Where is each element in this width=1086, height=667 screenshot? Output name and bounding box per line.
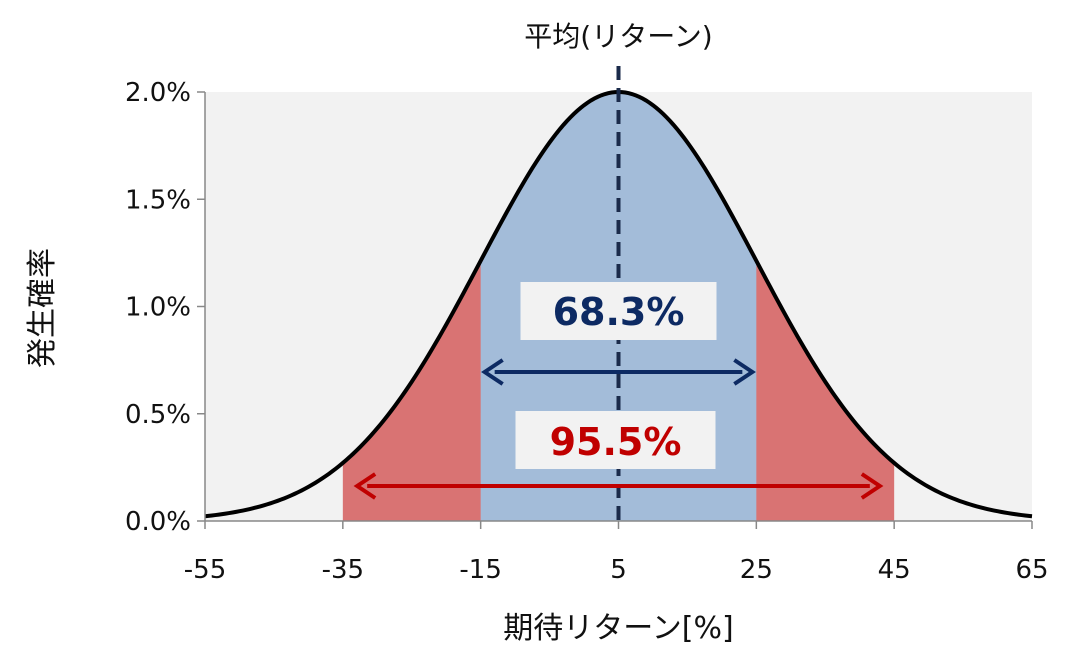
band-68-label: 68.3% — [553, 290, 685, 334]
x-tick-label: 65 — [1015, 555, 1048, 585]
x-tick-group: -55 -35 -15 5 25 45 65 — [184, 521, 1049, 585]
x-tick-label: -55 — [184, 555, 226, 585]
y-tick-label: 0.5% — [125, 400, 191, 430]
band-95-arrow — [353, 472, 884, 500]
band-68-arrow — [481, 358, 756, 386]
y-tick-label: 0.0% — [125, 507, 191, 537]
x-axis-label: 期待リターン[%] — [503, 611, 733, 646]
y-axis-label: 発生確率 — [25, 248, 60, 368]
chart-title: 平均(リターン) — [524, 20, 712, 53]
x-tick-label: 5 — [610, 555, 627, 585]
arrow-head-left — [481, 358, 504, 386]
band-68-label-box — [520, 282, 717, 340]
y-tick-group: 0.0% 0.5% 1.0% 1.5% 2.0% — [125, 78, 205, 537]
x-tick-label: -35 — [322, 555, 364, 585]
y-tick-label: 1.5% — [125, 185, 191, 215]
y-tick-label: 2.0% — [125, 78, 191, 108]
arrow-head-right — [733, 358, 756, 386]
y-tick-label: 1.0% — [125, 293, 191, 323]
x-tick-label: 45 — [878, 555, 911, 585]
x-tick-label: -15 — [459, 555, 501, 585]
band-95-label: 95.5% — [550, 420, 682, 464]
x-tick-label: 25 — [740, 555, 773, 585]
arrow-head-left — [353, 472, 377, 500]
band-95-label-box — [515, 411, 716, 469]
arrow-head-right — [860, 472, 884, 500]
